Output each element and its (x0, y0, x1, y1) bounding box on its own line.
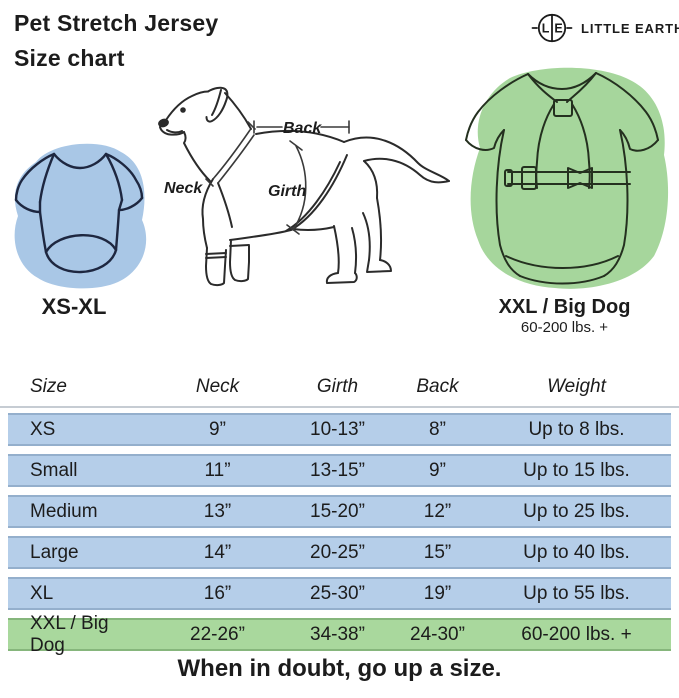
cell-size: Small (30, 459, 78, 481)
cell-back: 9” (429, 459, 446, 481)
girth-measure-label: Girth (268, 183, 307, 200)
cell-size: Large (30, 541, 79, 563)
header-divider (0, 406, 679, 408)
page-title-line2: Size chart (14, 45, 125, 71)
cell-neck: 13” (203, 500, 232, 522)
cell-size: Medium (30, 500, 98, 522)
back-measure-label: Back (283, 120, 322, 137)
cell-girth: 13-15” (310, 459, 365, 481)
cell-weight: Up to 25 lbs. (523, 500, 630, 522)
cell-neck: 9” (209, 418, 226, 440)
cell-back: 19” (423, 582, 452, 604)
cell-back: 15” (423, 541, 452, 563)
footer-note: When in doubt, go up a size. (177, 655, 502, 682)
cell-size: XL (30, 582, 54, 604)
cell-back: 12” (423, 500, 452, 522)
column-header-neck: Neck (195, 376, 240, 397)
cell-girth: 25-30” (310, 582, 365, 604)
small-shirt-caption: XS-XL (41, 294, 107, 319)
size-table: Size Neck Girth Back Weight XS 9” 10-13”… (0, 372, 679, 659)
table-header-row: Size Neck Girth Back Weight (8, 372, 671, 402)
table-row-xl: XL 16” 25-30” 19” Up to 55 lbs. (8, 577, 671, 610)
neck-measure-label: Neck (164, 180, 203, 197)
page-title-line1: Pet Stretch Jersey (14, 10, 219, 36)
cell-neck: 16” (203, 582, 232, 604)
cell-weight: 60-200 lbs. + (521, 623, 632, 645)
big-shirt-illustration (465, 67, 669, 289)
cell-weight: Up to 15 lbs. (523, 459, 630, 481)
big-shirt-caption: XXL / Big Dog (498, 296, 631, 318)
little-earth-monogram-icon: L E (531, 13, 573, 43)
logo-letter-e: E (554, 22, 562, 36)
page-title: Pet Stretch Jersey Size chart (14, 6, 218, 76)
cell-girth: 20-25” (310, 541, 365, 563)
cell-back: 24-30” (410, 623, 465, 645)
column-header-back: Back (416, 376, 459, 397)
cell-neck: 22-26” (190, 623, 245, 645)
cell-size: XS (30, 418, 56, 440)
dog-measurement-illustration (158, 86, 450, 287)
small-shirt-illustration (14, 143, 147, 289)
brand-name: LITTLE EARTH (581, 20, 679, 36)
column-header-size: Size (30, 376, 67, 397)
table-row-xs: XS 9” 10-13” 8” Up to 8 lbs. (8, 413, 671, 446)
logo-letter-l: L (542, 22, 550, 36)
column-header-weight: Weight (547, 376, 606, 397)
table-row-medium: Medium 13” 15-20” 12” Up to 25 lbs. (8, 495, 671, 528)
cell-girth: 15-20” (310, 500, 365, 522)
big-shirt-weight: 60-200 lbs. + (520, 319, 609, 336)
cell-neck: 14” (203, 541, 232, 563)
cell-neck: 11” (204, 459, 231, 481)
cell-weight: Up to 40 lbs. (523, 541, 630, 563)
cell-girth: 10-13” (310, 418, 365, 440)
cell-back: 8” (429, 418, 446, 440)
brand-logo: L E LITTLE EARTH (531, 9, 679, 47)
cell-weight: Up to 8 lbs. (528, 418, 625, 440)
cell-size: XXL / Big Dog (30, 612, 109, 656)
cell-girth: 34-38” (310, 623, 365, 645)
table-row-xxl-big-dog: XXL / Big Dog 22-26” 34-38” 24-30” 60-20… (8, 613, 671, 656)
column-header-girth: Girth (316, 376, 359, 397)
table-row-large: Large 14” 20-25” 15” Up to 40 lbs. (8, 536, 671, 569)
cell-weight: Up to 55 lbs. (523, 582, 630, 604)
table-row-small: Small 11” 13-15” 9” Up to 15 lbs. (8, 454, 671, 487)
